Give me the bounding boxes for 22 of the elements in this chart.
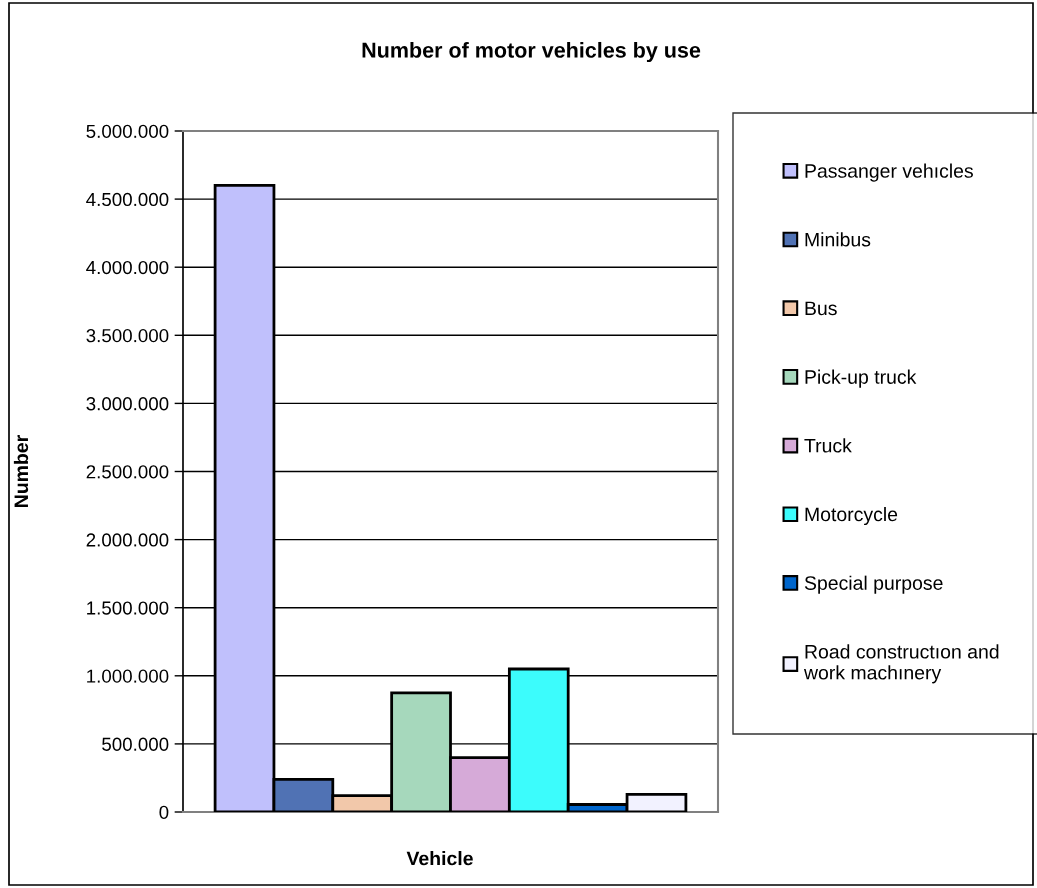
- y-tick-label: 5.000.000: [86, 124, 169, 138]
- y-tick-label: 1.000.000: [87, 669, 169, 683]
- legend-label: Truck: [804, 438, 852, 453]
- y-tick-label: 2.500.000: [86, 465, 169, 479]
- y-tick-label: 3.500.000: [86, 329, 169, 343]
- chart-title: Number of motor vehicles by use: [362, 41, 701, 63]
- y-tick-label: 4.500.000: [86, 192, 169, 207]
- x-axis-title: Vehicle: [406, 851, 473, 866]
- legend-label: Motorcycle: [805, 506, 898, 526]
- legend-label: Road constructıon and work machınery: [803, 644, 999, 684]
- legend-label: Special purpose: [804, 575, 943, 594]
- y-tick-label: 500.000: [102, 737, 169, 751]
- y-tick-label: 2.000.000: [86, 533, 169, 547]
- legend-label: Passanger vehıcles: [805, 163, 973, 182]
- y-tick-label: 1.500.000: [87, 601, 169, 615]
- y-tick-label: 3.000.000: [86, 397, 169, 411]
- legend-label: Bus: [805, 301, 837, 316]
- y-tick-label: 4.000.000: [86, 260, 169, 275]
- y-axis-title: Number: [13, 435, 29, 507]
- legend-label: Minibus: [805, 232, 871, 247]
- legend-label: Pick-up truck: [805, 369, 917, 388]
- y-tick-label: 0: [159, 805, 169, 819]
